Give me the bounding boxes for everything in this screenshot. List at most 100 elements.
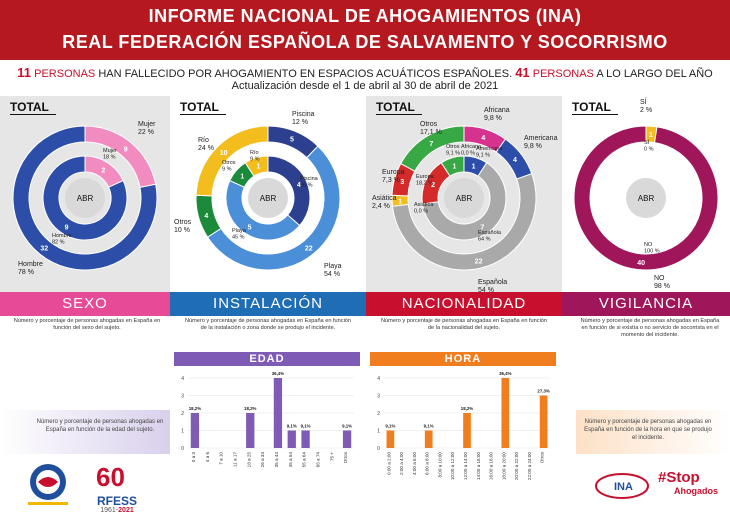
slice-label: Africana 9,8 % xyxy=(484,107,510,122)
data-label: 18,2% xyxy=(461,406,474,411)
bar xyxy=(386,430,395,448)
x-tick-label: 12:00 a 14:00 xyxy=(463,452,468,481)
donut-chart-instalacion: 5 22 4 10 Piscina 12 % Playa 54 % Otros 10 % Río 24… xyxy=(174,111,342,278)
outer-slice-rio xyxy=(195,125,269,197)
slice-value: 4 xyxy=(481,135,485,142)
outer-slice-no xyxy=(573,125,719,271)
data-label: 9,1% xyxy=(287,424,297,429)
bar-chart-edad: 0 1 2 3 4 18,2% 0 a 3 4 a 6 7 a 10 11 a 17 18,2% 18… xyxy=(181,371,354,468)
slice-label: Río 24 % xyxy=(198,137,214,152)
slice-label: SÍ 0 % xyxy=(644,139,654,153)
slice-label: Hombre 78 % xyxy=(18,261,43,276)
slice-label: Africana 0,0 % xyxy=(461,144,482,157)
slice-value: 7 xyxy=(429,141,433,148)
ina-logo: INA xyxy=(592,464,652,504)
inner-slice-playa xyxy=(225,179,301,241)
slice-value: 32 xyxy=(40,245,48,252)
summary-text-2: A LO LARGO DEL AÑO xyxy=(596,68,713,80)
x-tick-label: 20:00 a 22:00 xyxy=(514,452,519,481)
desc-nacionalidad: Número y porcentaje de personas ahogadas… xyxy=(380,318,548,331)
federation-crest-logo xyxy=(22,460,80,510)
slice-value: 4 xyxy=(204,213,208,220)
slice-label: Otros 9,1 % xyxy=(446,144,460,157)
slice-value: 4 xyxy=(513,157,517,164)
bar xyxy=(246,413,255,448)
bar xyxy=(273,378,283,448)
x-tick-label: 55 a 64 xyxy=(302,452,307,468)
slice-value: 2 xyxy=(431,182,435,189)
x-tick-label: 45 a 54 xyxy=(288,452,293,468)
slice-label: Otros 9 % xyxy=(222,160,236,173)
edad-note: Número y porcentaje de personas ahogadas… xyxy=(36,419,164,433)
y-tick-label: 2 xyxy=(377,411,380,417)
data-label: 18,2% xyxy=(244,406,257,411)
slice-label: Mujer 18 % xyxy=(103,148,117,161)
outer-slice-hombre xyxy=(12,125,158,271)
data-label: 9,1% xyxy=(342,424,352,429)
desc-vigilancia: Número y porcentaje de personas ahogadas… xyxy=(580,318,720,338)
summary-count-month: 11 xyxy=(17,65,32,80)
y-tick-label: 0 xyxy=(377,446,380,452)
hora-title: HORA xyxy=(370,352,556,366)
data-label: 9,1% xyxy=(301,424,311,429)
slice-value: 22 xyxy=(475,258,483,265)
slice-value: 4 xyxy=(297,182,301,189)
slice-label: Española 54 % xyxy=(478,279,507,292)
slice-label: Mujer 22 % xyxy=(138,121,156,136)
data-label: 18,2% xyxy=(189,406,202,411)
slice-label: Río 9 % xyxy=(250,150,260,163)
x-tick-label: 4:00 a 6:00 xyxy=(412,452,417,475)
slice-value: 9 xyxy=(124,147,128,154)
x-tick-label: Otros xyxy=(540,451,545,463)
desc-instalacion: Número y porcentaje de personas ahogadas… xyxy=(184,318,352,331)
total-label: TOTAL xyxy=(572,100,618,115)
abr-center-label: ABR xyxy=(260,194,277,203)
x-tick-label: 6:00 a 8:00 xyxy=(425,452,430,475)
y-tick-label: 1 xyxy=(181,429,184,435)
slice-value: 40 xyxy=(637,260,645,267)
x-tick-label: 18 a 25 xyxy=(246,452,251,468)
x-tick-label: 0 a 3 xyxy=(191,452,196,463)
slice-value: 1 xyxy=(398,198,402,205)
slice-label: SÍ 2 % xyxy=(640,97,652,114)
update-period: Actualización desde el 1 de abril al 30 … xyxy=(231,80,499,92)
x-tick-label: 2:00 a 4:00 xyxy=(399,452,404,475)
bar xyxy=(501,378,510,448)
slice-value: 22 xyxy=(305,245,313,252)
slice-value: 1 xyxy=(649,132,653,139)
donut-chart-vigilancia: 1 40 SÍ 2 % NO 98 % 11 SÍ 0 % NO 100 % ABR xyxy=(573,97,719,290)
abr-center-label: ABR xyxy=(77,194,94,203)
x-tick-label: 22:00 a 24:00 xyxy=(527,452,532,481)
x-tick-label: 65 a 74 xyxy=(315,452,320,468)
bar xyxy=(301,430,310,448)
header-subtitle: REAL FEDERACIÓN ESPAÑOLA DE SALVAMENTO Y… xyxy=(62,32,668,52)
slice-label: Otros 17,1 % xyxy=(420,121,442,136)
x-tick-label: 14:00 a 16:00 xyxy=(476,452,481,481)
slice-value: 10 xyxy=(220,150,228,157)
slice-value: 1 xyxy=(256,163,260,170)
data-label: 27,3% xyxy=(537,389,550,394)
bar xyxy=(190,413,200,448)
data-label: 36,4% xyxy=(272,371,285,376)
inner-slice-otros xyxy=(440,155,465,177)
summary-count-year: 41 xyxy=(515,65,530,80)
edad-note-box: Número y porcentaje de personas ahogadas… xyxy=(0,410,170,454)
data-label: 9,1% xyxy=(385,424,395,429)
slice-label: Europa 7,3 % xyxy=(382,169,405,184)
hora-note-box: Número y porcentaje de personas ahogadas… xyxy=(576,410,730,454)
slice-value: 1 xyxy=(452,163,456,170)
slice-value: 1 xyxy=(472,163,476,170)
slice-label: Piscina 12 % xyxy=(292,111,315,126)
x-tick-label: 8:00 a 10:00 xyxy=(437,452,442,478)
section-band-instalacion: INSTALACIÓN xyxy=(170,292,366,316)
total-label: TOTAL xyxy=(376,100,422,115)
summary-text-1: HAN FALLECIDO POR AHOGAMIENTO EN ESPACIO… xyxy=(98,68,513,80)
y-tick-label: 0 xyxy=(181,446,184,452)
slice-label: Americana 9,1 % xyxy=(476,146,503,159)
slice-label: Asiática 0,0 % xyxy=(414,202,434,215)
edad-title: EDAD xyxy=(174,352,360,366)
svg-text:60: 60 xyxy=(96,462,125,490)
x-tick-label: 35 a 44 xyxy=(274,452,279,468)
x-tick-label: 0:00 a 2:00 xyxy=(386,452,391,475)
y-tick-label: 3 xyxy=(377,394,380,400)
